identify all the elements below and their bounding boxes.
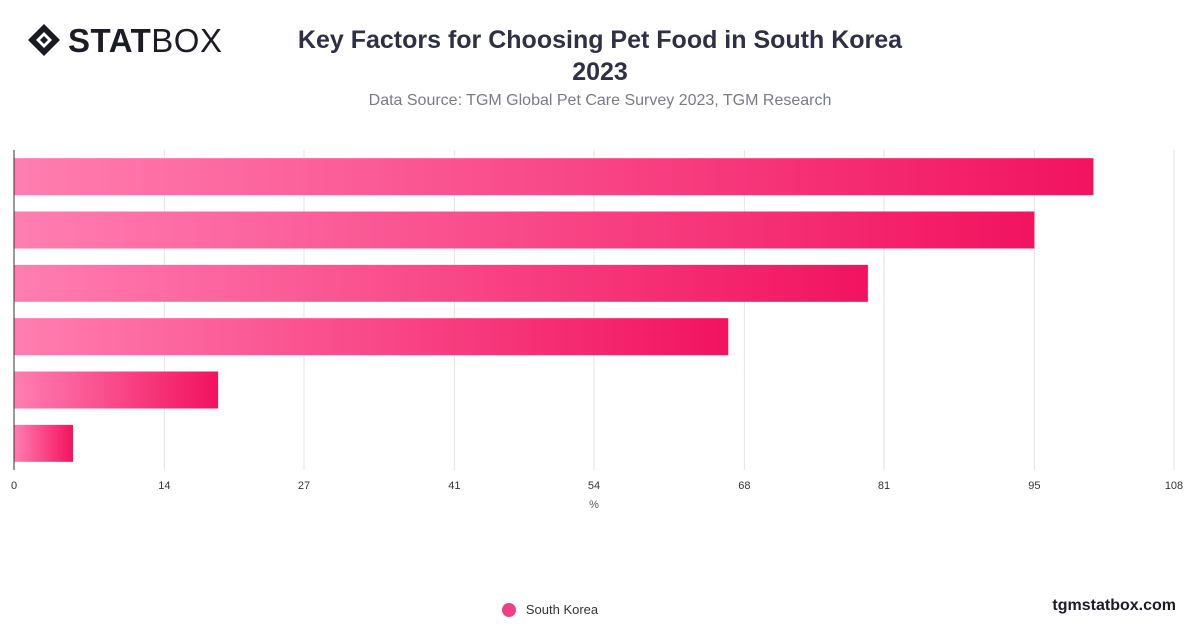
legend-marker-icon: [501, 602, 516, 617]
legend-label: South Korea: [525, 602, 599, 617]
diamond-logo-icon: [28, 24, 60, 56]
chart-title-line-1: Key Factors for Choosing Pet Food in Sou…: [297, 26, 903, 54]
bar-1[interactable]: [14, 158, 1094, 196]
site-url: tgmstatbox.com: [1052, 597, 1176, 614]
chart-subtitle: Data Source: TGM Global Pet Care Survey …: [368, 92, 832, 109]
x-axis-title: %: [589, 499, 599, 511]
x-tick-label: 27: [298, 480, 310, 492]
bar-3[interactable]: [14, 264, 868, 302]
x-tick-label: 95: [1028, 480, 1040, 492]
x-tick-label: 108: [1165, 480, 1183, 492]
x-tick-labels: 0 14 27 41 54 68 81 95 108: [11, 480, 1183, 492]
x-tick-label: 41: [448, 480, 460, 492]
bar-2[interactable]: [14, 211, 1035, 249]
bar-4[interactable]: [14, 318, 729, 356]
bar-chart: 0 14 27 41 54 68 81 95 108 %: [11, 150, 1183, 511]
legend[interactable]: South Korea: [0, 602, 1200, 617]
x-tick-label: 54: [588, 480, 600, 492]
bars-group: [14, 158, 1094, 462]
chart-title-line-2: 2023: [572, 58, 628, 86]
chart-title: Key Factors for Choosing Pet Food in Sou…: [0, 24, 1200, 88]
logo-bold-text: STAT: [68, 21, 152, 59]
grid-lines: [13, 150, 1175, 470]
x-tick-label: 81: [878, 480, 890, 492]
logo-light-text: BOX: [151, 21, 223, 59]
bar-6[interactable]: [14, 424, 74, 462]
logo-wordmark: STATBOX: [68, 24, 222, 57]
x-tick-label: 14: [158, 480, 170, 492]
x-tick-label: 68: [738, 480, 750, 492]
bar-5[interactable]: [14, 371, 219, 409]
x-tick-label: 0: [11, 480, 17, 492]
brand-logo: STATBOX: [26, 22, 222, 58]
